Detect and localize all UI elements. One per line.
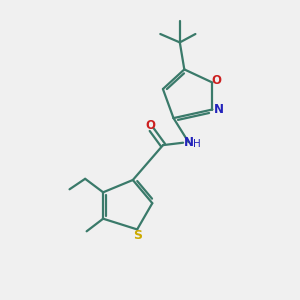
Text: H: H: [193, 139, 201, 149]
Text: O: O: [212, 74, 222, 88]
Text: S: S: [133, 229, 142, 242]
Text: N: N: [184, 136, 194, 148]
Text: O: O: [145, 119, 155, 132]
Text: N: N: [214, 103, 224, 116]
